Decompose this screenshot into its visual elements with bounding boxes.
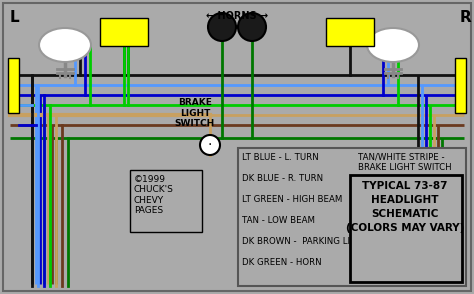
Text: ·: · xyxy=(208,138,212,152)
Text: BRAKE LIGHT SWITCH: BRAKE LIGHT SWITCH xyxy=(358,163,452,172)
Text: DK BLUE - R. TURN: DK BLUE - R. TURN xyxy=(242,174,323,183)
Text: LT GREEN - HIGH BEAM: LT GREEN - HIGH BEAM xyxy=(242,195,342,204)
Text: BRAKE
LIGHT
SWITCH: BRAKE LIGHT SWITCH xyxy=(175,98,215,128)
Bar xyxy=(455,58,466,113)
Circle shape xyxy=(200,135,220,155)
Bar xyxy=(238,148,466,286)
Bar xyxy=(100,18,148,46)
Bar xyxy=(326,18,374,46)
Text: ©1999
CHUCK'S
CHEVY
PAGES: ©1999 CHUCK'S CHEVY PAGES xyxy=(134,175,174,215)
Ellipse shape xyxy=(367,28,419,62)
Bar xyxy=(130,170,202,232)
Text: DK GREEN - HORN: DK GREEN - HORN xyxy=(242,258,322,267)
Bar xyxy=(350,175,462,282)
Text: R: R xyxy=(460,10,472,25)
Text: ← HORNS →: ← HORNS → xyxy=(206,11,268,21)
Ellipse shape xyxy=(39,28,91,62)
Text: TYPICAL 73-87
HEADLIGHT
SCHEMATIC
(COLORS MAY VARY): TYPICAL 73-87 HEADLIGHT SCHEMATIC (COLOR… xyxy=(346,181,464,233)
Text: L: L xyxy=(10,10,19,25)
Circle shape xyxy=(238,13,266,41)
Text: LT BLUE - L. TURN: LT BLUE - L. TURN xyxy=(242,153,319,162)
Text: TAN/WHITE STRIPE -: TAN/WHITE STRIPE - xyxy=(358,153,445,162)
Text: DK BROWN -  PARKING LIGHTS: DK BROWN - PARKING LIGHTS xyxy=(242,237,374,246)
Circle shape xyxy=(208,13,236,41)
Bar xyxy=(8,58,19,113)
Text: TAN - LOW BEAM: TAN - LOW BEAM xyxy=(242,216,315,225)
